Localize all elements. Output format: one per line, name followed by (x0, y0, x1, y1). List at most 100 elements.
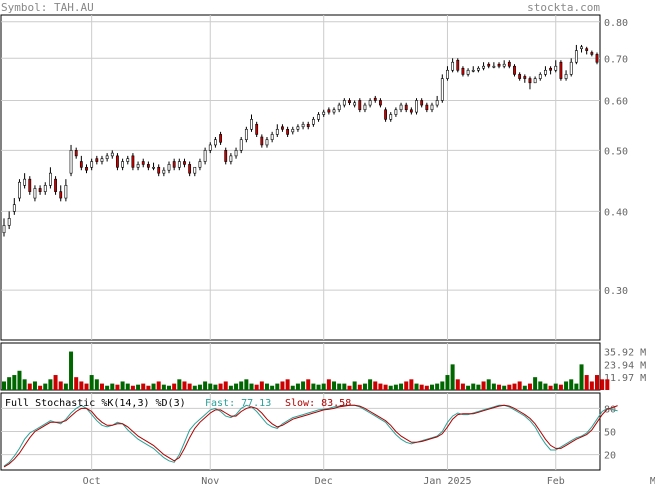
price-panel: 0.80 0.70 0.60 0.50 0.40 0.30 (0, 14, 628, 341)
volume-bar (84, 383, 89, 390)
candle-body (275, 128, 279, 135)
volume-bar (332, 381, 337, 390)
candle-body (193, 166, 197, 174)
volume-bar (94, 379, 99, 390)
candle-body (538, 74, 542, 79)
volume-bar (347, 385, 352, 390)
volume-bar (435, 383, 440, 390)
candle-body (172, 161, 176, 168)
volume-bar (285, 379, 290, 390)
candle-body (286, 128, 290, 135)
volume-bar (471, 383, 476, 390)
stochastic-tick-label: 20 (604, 451, 616, 462)
candle-body (487, 63, 491, 67)
candle-body (188, 164, 192, 174)
x-tick-label: Oct (83, 476, 101, 486)
volume-bar (290, 385, 295, 390)
candle-body (497, 63, 501, 67)
volume-bar (7, 377, 12, 390)
volume-bar (89, 375, 94, 390)
candle-body (141, 161, 145, 165)
candle-body (121, 161, 125, 168)
candle-body (549, 67, 552, 71)
volume-bar (130, 385, 135, 390)
stochastic-panel: 80 50 20 Full Stochastic %K(14,3) %D(3) Fast… (0, 392, 618, 471)
volume-bar (460, 383, 465, 390)
candle-body (203, 150, 207, 162)
x-tick-label: Dec (315, 476, 333, 486)
volume-bar (74, 377, 79, 390)
candle-body (368, 100, 372, 106)
candle-body (49, 172, 52, 186)
volume-bar (342, 383, 347, 390)
candle-body (327, 109, 331, 113)
candle-body (126, 158, 130, 162)
candle-body (146, 164, 150, 168)
volume-bar (301, 381, 306, 390)
candle-body (79, 161, 83, 168)
volume-bar (569, 379, 574, 390)
candle-body (332, 109, 336, 113)
volume-bar (399, 383, 404, 390)
volume-bar (110, 383, 115, 390)
candle-body (131, 155, 135, 168)
candle-body (229, 155, 233, 162)
candle-body (425, 104, 429, 111)
slow-value-label: Slow: 83.58 (285, 398, 351, 409)
volume-bar (12, 375, 17, 390)
volume-bar (584, 375, 589, 390)
volume-bar (517, 381, 522, 390)
volume-bar (445, 375, 450, 390)
candle-body (574, 50, 578, 63)
candle-body (260, 136, 264, 146)
candle-body (311, 119, 315, 125)
volume-bar (522, 385, 527, 390)
volume-bar (368, 379, 373, 390)
volume-bar (264, 383, 269, 390)
x-tick-label: Mar (650, 476, 655, 486)
candle-body (430, 104, 434, 111)
candle-body (415, 100, 418, 113)
candle-body (394, 109, 398, 115)
volume-bar (167, 385, 172, 390)
candle-body (523, 76, 527, 79)
candle-body (348, 100, 351, 104)
volume-bar (600, 379, 605, 390)
volume-bar (2, 381, 6, 390)
candle-body (85, 166, 88, 171)
candle-body (255, 123, 259, 135)
candle-body (100, 158, 104, 162)
volume-bar (146, 385, 151, 390)
candle-body (585, 48, 589, 51)
price-tick-label: 0.30 (604, 286, 628, 297)
candle-body (18, 181, 21, 199)
candle-body (162, 169, 166, 174)
candle-body (492, 65, 496, 68)
volume-bar (450, 364, 455, 390)
volume-bar (192, 385, 197, 390)
candle-body (33, 188, 37, 199)
candle-body (59, 191, 63, 199)
volume-bar (404, 381, 409, 390)
x-tick-label: Jan 2025 (423, 476, 471, 486)
volume-frame (0, 342, 601, 391)
volume-bar (43, 383, 48, 390)
candle-body (23, 178, 27, 186)
volume-bar (481, 381, 486, 390)
volume-bar (326, 379, 331, 390)
candle-body (301, 123, 305, 128)
candle-body (136, 164, 140, 168)
candle-body (322, 111, 326, 115)
volume-bar (507, 384, 512, 390)
volume-bar (589, 381, 594, 390)
volume-bar (311, 383, 316, 390)
volume-bar (259, 381, 264, 390)
candle-body (379, 100, 382, 106)
volume-bar (270, 385, 275, 390)
volume-bar (69, 351, 74, 390)
candle-body (291, 128, 295, 133)
x-tick-label: Nov (201, 476, 219, 486)
volume-bar (17, 370, 22, 390)
volume-bar (357, 384, 362, 390)
volume-bar (208, 383, 213, 390)
